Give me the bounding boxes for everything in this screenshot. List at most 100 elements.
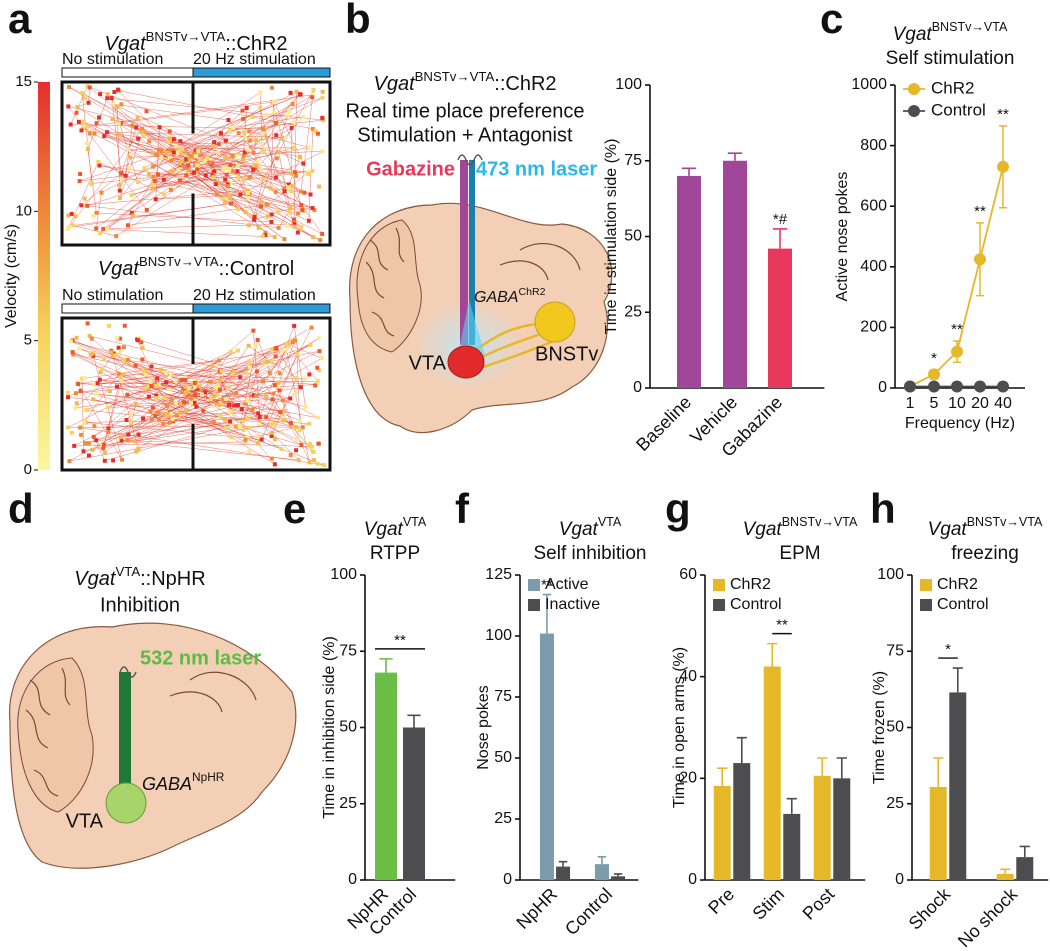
track-point	[315, 131, 320, 136]
y-tick-label: 25	[624, 303, 642, 320]
track-point	[271, 100, 276, 105]
track-point	[167, 129, 172, 134]
y-tick-label: 60	[679, 566, 697, 583]
track-point	[250, 407, 255, 412]
track-point	[161, 192, 166, 197]
track-point	[74, 401, 79, 406]
track-point	[303, 404, 308, 409]
track-point	[116, 345, 121, 350]
track-point	[227, 195, 232, 200]
track-point	[121, 345, 126, 350]
track-point	[243, 209, 248, 214]
panel-label: a	[8, 0, 32, 42]
error-bar	[1019, 845, 1030, 858]
track-point	[315, 461, 320, 466]
track-point	[261, 360, 266, 365]
track-point	[193, 398, 198, 403]
track-point	[125, 357, 130, 362]
track-point	[151, 164, 156, 169]
track-point	[169, 158, 174, 163]
error-bar	[542, 593, 552, 634]
track-point	[79, 128, 84, 133]
track-point	[105, 130, 110, 135]
bar	[733, 763, 751, 880]
track-point	[259, 200, 264, 205]
track-point	[184, 173, 189, 178]
track-point	[188, 401, 193, 406]
track-point	[321, 118, 326, 123]
track-point	[66, 395, 71, 400]
track-point	[311, 458, 316, 463]
track-point	[159, 367, 164, 372]
y-tick-label: 100	[877, 566, 904, 583]
track-point	[98, 231, 103, 236]
track-point	[317, 349, 322, 354]
track-point	[222, 417, 227, 422]
error-bar	[767, 642, 778, 667]
track-point	[192, 400, 197, 405]
track-point	[85, 321, 90, 326]
track-point	[306, 172, 311, 177]
track-point	[293, 425, 298, 430]
track-point	[161, 177, 166, 182]
track-point	[135, 338, 140, 343]
track-point	[149, 364, 154, 369]
track-point	[287, 210, 292, 215]
title-gene: Vgat	[893, 24, 933, 45]
track-point	[246, 343, 251, 348]
track-point	[198, 157, 203, 162]
title: VgatBNSTv→VTA	[928, 515, 1043, 540]
panel-label: d	[8, 485, 34, 532]
track-point	[135, 180, 140, 185]
track-point	[315, 365, 320, 370]
track-point	[101, 226, 106, 231]
title: VgatBNSTv→VTA::ChR2	[104, 29, 287, 55]
track-point	[91, 214, 96, 219]
track-point	[295, 352, 300, 357]
title-gene: Vgat	[928, 519, 968, 540]
track-point	[102, 458, 107, 463]
track-point	[309, 325, 314, 330]
track-point	[119, 373, 124, 378]
track-point	[254, 369, 259, 374]
track-point	[242, 135, 247, 140]
track-point	[234, 154, 239, 159]
track-point	[294, 173, 299, 178]
track-point	[318, 238, 323, 243]
track-point	[308, 192, 313, 197]
track-point	[91, 434, 96, 439]
title-sup: BNSTv→VTA	[146, 29, 226, 44]
track-point	[210, 403, 215, 408]
error-bar	[772, 228, 788, 249]
track-point	[183, 165, 188, 170]
track-point	[241, 153, 246, 158]
track-point	[98, 370, 103, 375]
track-point	[216, 383, 221, 388]
track-point	[192, 151, 197, 156]
track-point	[99, 190, 104, 195]
significance: *#	[773, 211, 788, 228]
track-point	[167, 155, 172, 160]
legend-label: Control	[931, 100, 986, 119]
track-point	[247, 449, 252, 454]
arena	[60, 80, 332, 247]
track-point	[79, 203, 84, 208]
track-point	[264, 359, 269, 364]
track-point	[307, 421, 312, 426]
track-point	[320, 95, 325, 100]
x-tick-label: Control	[561, 884, 616, 939]
title-suffix: ::ChR2	[225, 33, 287, 55]
track-point	[144, 207, 149, 212]
track-point	[246, 223, 251, 228]
track-point	[183, 408, 188, 413]
track-point	[269, 456, 274, 461]
y-tick-label: 0	[503, 871, 512, 888]
x-tick-label: No shock	[954, 883, 1022, 951]
y-tick-label: 600	[860, 197, 887, 214]
track-point	[102, 134, 107, 139]
track-point	[241, 428, 246, 433]
track-point	[136, 136, 141, 141]
track-point	[116, 121, 121, 126]
track-point	[177, 147, 182, 152]
error-bar	[836, 757, 847, 779]
